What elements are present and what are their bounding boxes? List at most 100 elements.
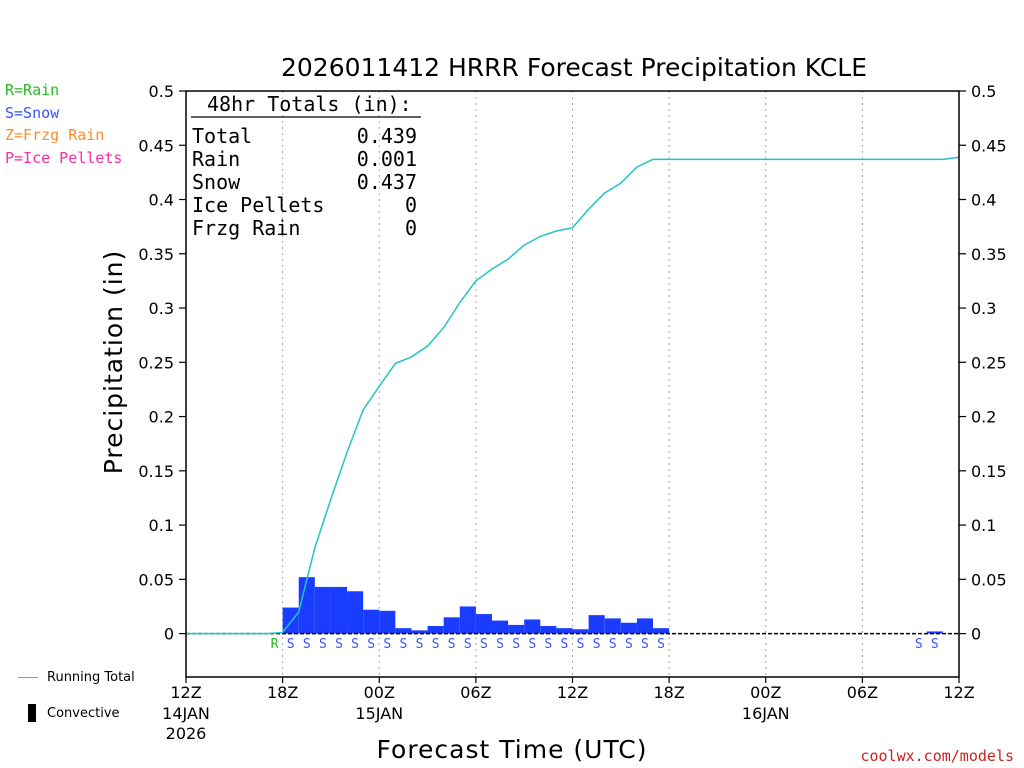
ptype-marker: S (351, 637, 359, 652)
ptype-marker: S (496, 637, 504, 652)
snow-bar (926, 631, 943, 634)
ptype-marker: S (399, 637, 407, 652)
ptype-marker: S (319, 637, 327, 652)
x-tick-year: 2026 (166, 724, 207, 743)
snow-bar (314, 586, 331, 634)
ptype-marker: S (641, 637, 649, 652)
legend-ice-pellets: P=Ice Pellets (5, 149, 123, 167)
totals-row-value: 0 (405, 193, 417, 217)
y-tick-label-left: 0.15 (138, 462, 174, 481)
x-axis-label: Forecast Time (UTC) (377, 735, 648, 764)
y-tick-label-right: 0.25 (971, 353, 1007, 372)
ptype-marker: S (577, 637, 585, 652)
x-tick-date: 16JAN (742, 704, 790, 723)
ptype-marker: S (367, 637, 375, 652)
totals-row-value: 0.437 (357, 170, 417, 194)
y-tick-label-right: 0.05 (971, 570, 1007, 589)
y-tick-label-right: 0 (971, 625, 981, 644)
legend-rain: R=Rain (5, 81, 60, 99)
totals-row-label: Frzg Rain (192, 216, 300, 240)
totals-row-value: 0.439 (357, 124, 417, 148)
snow-bar (347, 591, 364, 634)
running-total-legend-swatch (18, 677, 38, 678)
convective-legend-swatch (28, 704, 36, 722)
totals-row-label: Total (192, 124, 252, 148)
convective-legend-label: Convective (47, 706, 120, 721)
ptype-marker: S (432, 637, 440, 652)
ptype-marker: S (416, 637, 424, 652)
snow-bar (298, 577, 315, 634)
ptype-marker: S (480, 637, 488, 652)
x-tick-label: 12Z (943, 683, 974, 702)
x-tick-label: 12Z (557, 683, 588, 702)
x-tick-label: 18Z (267, 683, 298, 702)
totals-row-label: Ice Pellets (192, 193, 324, 217)
y-tick-label-right: 0.45 (971, 136, 1007, 155)
y-tick-label-left: 0.2 (149, 408, 174, 427)
snow-bar (411, 630, 428, 634)
totals-row-value: 0.001 (357, 147, 417, 171)
snow-bar (572, 629, 589, 634)
ptype-marker: S (448, 637, 456, 652)
snow-bar (556, 628, 573, 634)
snow-bar (524, 619, 541, 634)
x-tick-label: 06Z (847, 683, 878, 702)
running-total-layer (186, 156, 960, 635)
totals-row-label: Snow (192, 170, 241, 194)
snow-bar (395, 628, 412, 634)
ptype-marker: S (528, 637, 536, 652)
chart-title: 2026011412 HRRR Forecast Precipitation K… (281, 53, 867, 82)
y-tick-label-right: 0.5 (971, 82, 996, 101)
legend-snow: S=Snow (5, 104, 60, 122)
totals-row-label: Rain (192, 147, 240, 171)
snow-bar (363, 609, 380, 634)
ptype-marker: S (561, 637, 569, 652)
y-tick-label-right: 0.15 (971, 462, 1007, 481)
totals-row-value: 0 (405, 216, 417, 240)
y-tick-label-left: 0.5 (149, 82, 174, 101)
snow-bar (508, 624, 525, 634)
running-total-line (186, 156, 960, 635)
snow-bar (475, 614, 492, 634)
x-tick-label: 18Z (653, 683, 684, 702)
totals-title: 48hr Totals (in): (207, 92, 412, 116)
snow-bar (330, 586, 348, 634)
ptype-marker: S (657, 637, 665, 652)
x-tick-label: 12Z (170, 683, 201, 702)
y-tick-label-left: 0.25 (138, 353, 174, 372)
y-tick-label-left: 0 (164, 625, 174, 644)
ptype-marker: S (593, 637, 601, 652)
y-tick-label-left: 0.05 (138, 570, 174, 589)
gridlines (282, 91, 863, 677)
x-tick-label: 06Z (460, 683, 491, 702)
y-axis-label: Precipitation (in) (99, 250, 128, 475)
ptype-marker: S (931, 637, 939, 652)
axes: 0 00.05 0.050.1 0.10.15 0.150.2 0.20.25 0.250.… (138, 82, 1006, 743)
snow-bar (540, 625, 557, 634)
x-tick-label: 00Z (750, 683, 781, 702)
snow-bar (379, 610, 396, 634)
ptype-marker: S (383, 637, 391, 652)
x-tick-label: 00Z (364, 683, 395, 702)
y-tick-label-left: 0.35 (138, 245, 174, 264)
y-tick-label-left: 0.4 (149, 191, 174, 210)
ptype-marker: S (512, 637, 520, 652)
y-tick-label-left: 0.3 (149, 299, 174, 318)
y-tick-label-right: 0.3 (971, 299, 996, 318)
y-tick-label-right: 0.1 (971, 516, 996, 535)
snow-bar (443, 617, 460, 634)
ptype-marker: S (625, 637, 633, 652)
legend-frzg-rain: Z=Frzg Rain (5, 126, 105, 144)
snow-bar (427, 625, 444, 634)
snow-bar (491, 620, 509, 634)
y-tick-label-right: 0.4 (971, 191, 996, 210)
snow-bar (459, 606, 476, 634)
credit-text: coolwx.com/models (860, 747, 1014, 765)
ptype-marker: S (335, 637, 343, 652)
y-tick-label-right: 0.2 (971, 408, 996, 427)
ptype-marker: S (915, 637, 923, 652)
totals-box: 48hr Totals (in): Total 0.439 Rain 0.001 Snow… (191, 92, 421, 240)
y-tick-label-left: 0.1 (149, 516, 174, 535)
